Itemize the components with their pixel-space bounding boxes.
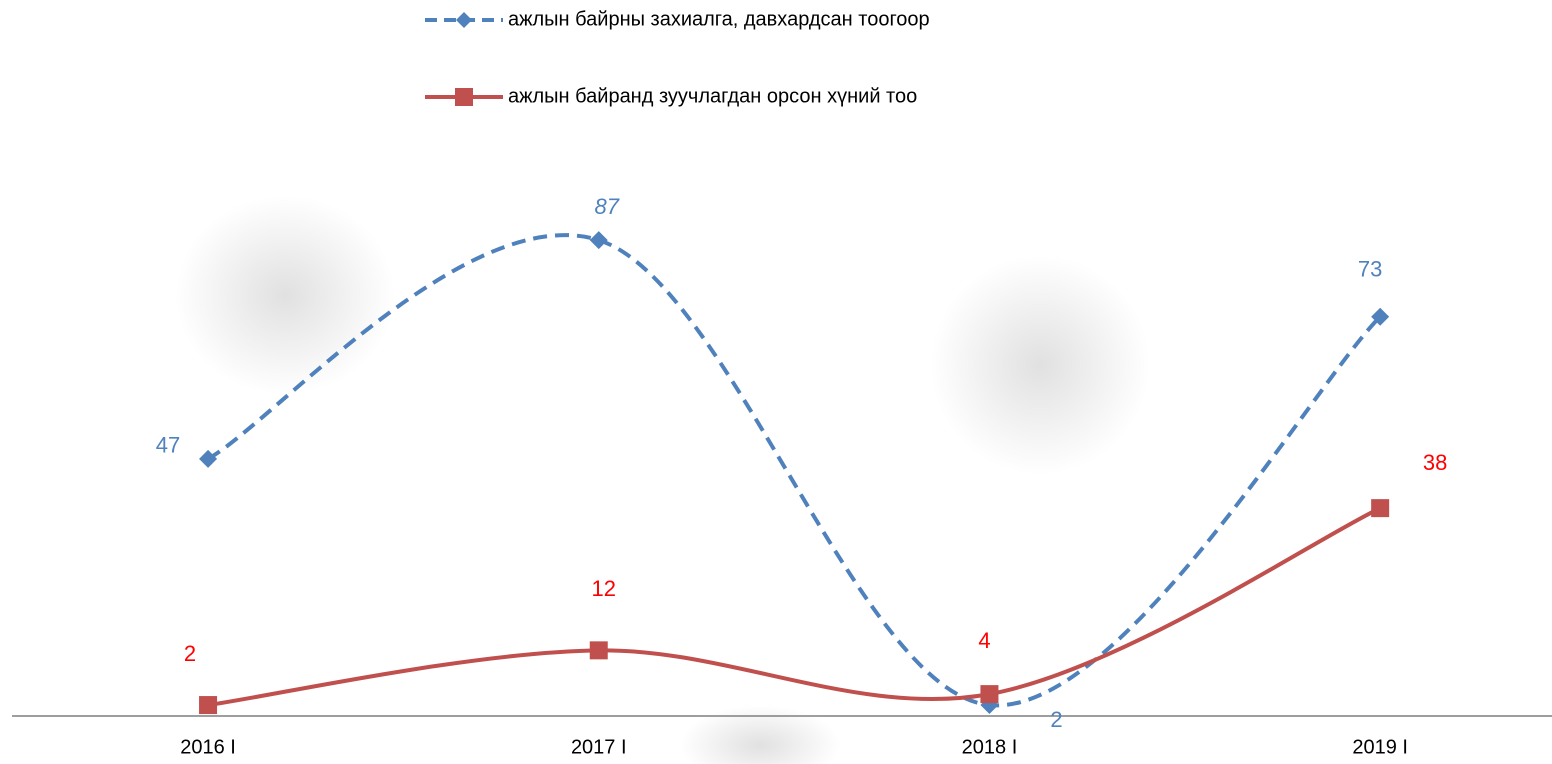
legend-label: ажлын байранд зуучлагдан орсон хүний тоо [508, 85, 917, 107]
marker [199, 449, 218, 468]
data-label: 2 [184, 641, 196, 666]
shadow [930, 255, 1150, 475]
x-tick-label: 2019 I [1352, 736, 1408, 758]
series-line [207, 506, 1382, 708]
data-label: 4 [978, 628, 990, 653]
x-tick-label: 2018 I [962, 736, 1018, 758]
marker [1371, 307, 1390, 326]
data-label: 12 [592, 576, 616, 601]
shadow [175, 195, 395, 395]
x-tick-label: 2016 I [180, 736, 236, 758]
data-label: 73 [1358, 257, 1382, 282]
data-label: 38 [1423, 450, 1447, 475]
marker [980, 685, 999, 704]
series-line [207, 233, 1382, 708]
marker [589, 641, 608, 660]
marker [1371, 499, 1390, 518]
data-label: 47 [156, 433, 180, 458]
marker [589, 231, 608, 250]
shadow [680, 705, 840, 764]
data-label: 2 [1050, 707, 1062, 732]
marker [455, 88, 473, 106]
data-label: 87 [595, 194, 620, 219]
x-tick-label: 2017 I [571, 736, 627, 758]
marker [199, 696, 218, 715]
legend-label: ажлын байрны захиалга, давхардсан тоогоо… [508, 8, 930, 30]
marker [456, 12, 472, 28]
